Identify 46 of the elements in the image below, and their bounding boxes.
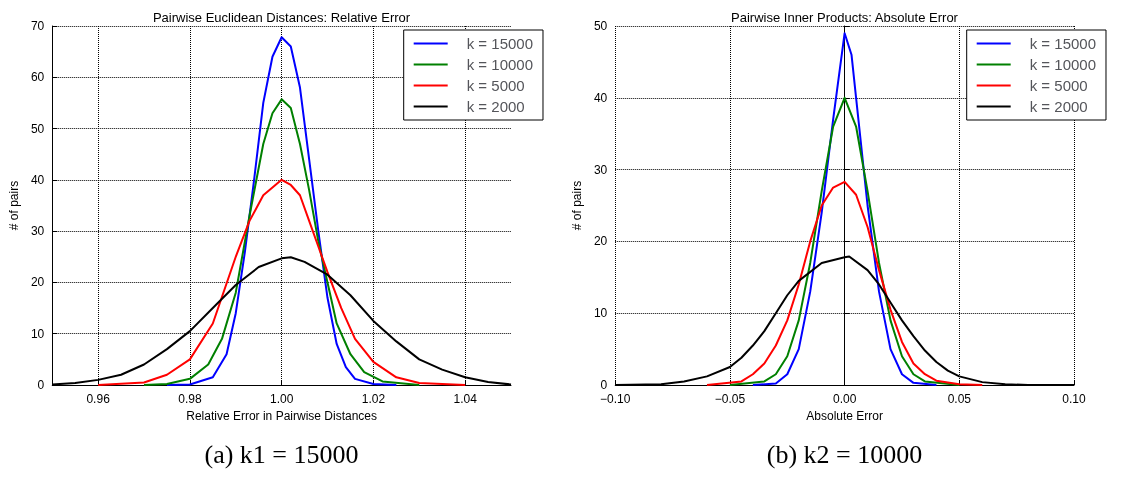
- y-tick-label: 10: [593, 306, 608, 321]
- x-tick-label: 1.04: [453, 392, 478, 406]
- legend-label: k = 10000: [466, 56, 534, 73]
- x-tick-label: 1.00: [269, 392, 294, 406]
- legend-label: k = 5000: [466, 77, 525, 94]
- line-series: [97, 178, 467, 386]
- line-series: [706, 180, 984, 386]
- y-tick-label: 40: [30, 172, 45, 187]
- text: (b) k2 = 10000: [765, 440, 924, 470]
- y-axis-title: # of pairs: [570, 180, 584, 231]
- text: (a) k1 = 15000: [203, 440, 360, 470]
- y-tick-label: 0: [600, 378, 608, 392]
- y-tick-label: 30: [593, 162, 608, 177]
- line-series: [751, 32, 938, 386]
- y-tick-label: 0: [37, 378, 45, 392]
- legend-label: k = 2000: [1029, 98, 1088, 115]
- y-tick-label: 30: [30, 224, 45, 239]
- x-axis-title: Absolute Error: [806, 408, 883, 423]
- x-tick-label: 0.05: [947, 392, 972, 406]
- legend-label: k = 2000: [466, 98, 525, 115]
- x-tick-label: −0.10: [600, 392, 631, 406]
- legend-label: k = 10000: [1029, 56, 1097, 73]
- y-tick-label: 20: [30, 275, 45, 290]
- y-tick-label: 40: [593, 90, 608, 105]
- legend-label: k = 5000: [1029, 77, 1088, 94]
- x-tick-label: 0.98: [178, 392, 202, 406]
- line-series: [728, 96, 961, 386]
- x-tick-label: 0.00: [832, 392, 857, 406]
- y-tick-label: 60: [30, 70, 45, 85]
- y-tick-label: 70: [30, 19, 45, 33]
- line-series: [165, 36, 398, 386]
- legend-label: k = 15000: [1029, 35, 1097, 52]
- x-tick-label: 0.10: [1062, 392, 1086, 406]
- y-tick-label: 10: [30, 326, 45, 341]
- x-tick-label: 1.02: [361, 392, 386, 406]
- line-series: [143, 98, 421, 386]
- chart-title: Pairwise Inner Products: Absolute Error: [731, 10, 959, 25]
- x-tick-label: 0.96: [86, 392, 111, 406]
- legend-label: k = 15000: [466, 35, 534, 52]
- y-tick-label: 50: [30, 121, 45, 136]
- x-tick-label: −0.05: [714, 392, 746, 406]
- chart-title: Pairwise Euclidean Distances: Relative Error: [152, 10, 411, 25]
- y-tick-label: 20: [593, 234, 608, 249]
- y-axis-title: # of pairs: [7, 180, 21, 231]
- x-axis-title: Relative Error in Pairwise Distances: [186, 408, 377, 423]
- y-tick-label: 50: [593, 19, 608, 33]
